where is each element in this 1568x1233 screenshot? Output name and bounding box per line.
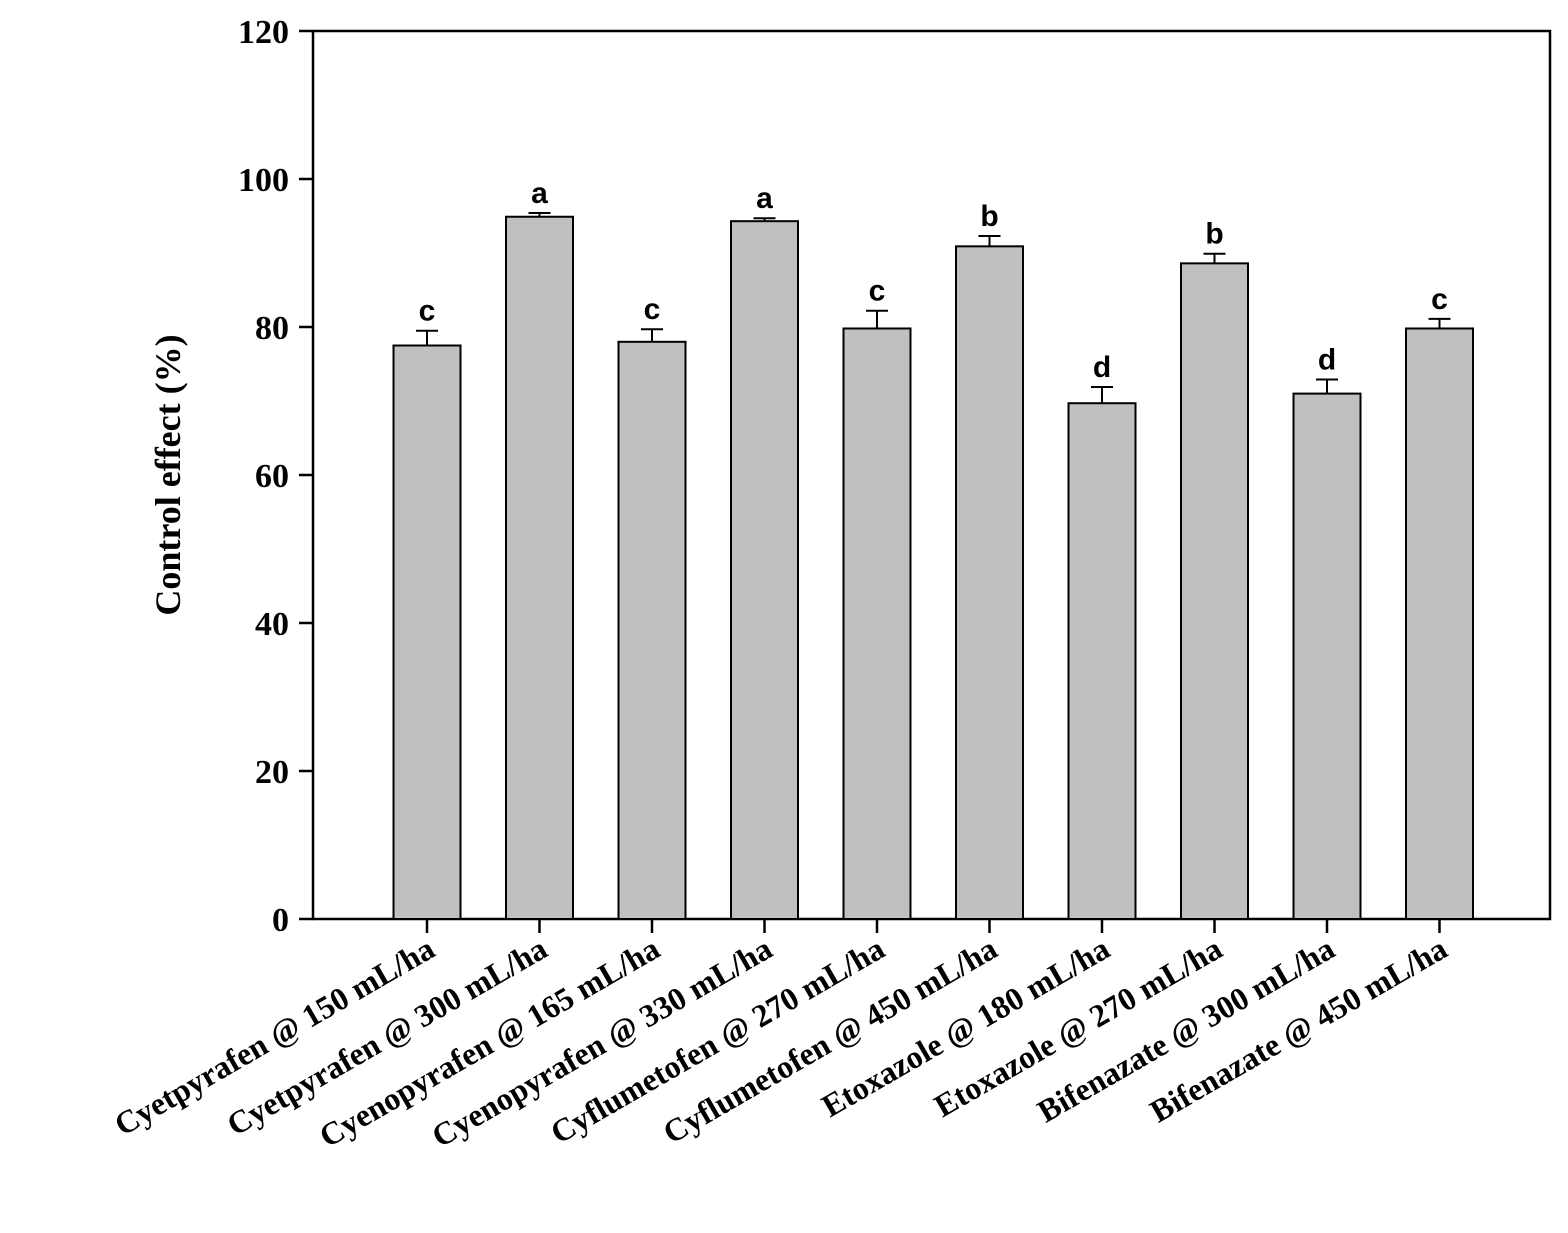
significance-label-6: d <box>1093 351 1111 384</box>
y-tick-label-6: 120 <box>238 14 289 51</box>
significance-label-7: b <box>1205 218 1223 251</box>
y-axis: 0 20 40 60 80 100 120 <box>238 14 313 939</box>
bars: c a c a c b d b d c <box>392 177 1474 921</box>
bar-2 <box>617 340 687 920</box>
y-tick-label-0: 0 <box>272 902 289 939</box>
significance-label-2: c <box>644 293 661 326</box>
bar-0 <box>392 344 462 920</box>
significance-label-3: a <box>756 182 773 215</box>
y-tick-label-5: 100 <box>238 162 289 199</box>
bar-4 <box>842 327 912 921</box>
bar-8 <box>1292 392 1362 921</box>
y-tick-label-1: 20 <box>255 754 289 791</box>
bar-6 <box>1067 402 1137 921</box>
plot-frame <box>311 29 1552 921</box>
significance-label-8: d <box>1318 344 1336 377</box>
y-tick-label-2: 40 <box>255 606 289 643</box>
bar-9 <box>1405 327 1474 921</box>
bar-7 <box>1180 262 1249 920</box>
significance-label-0: c <box>419 295 436 328</box>
bar-1 <box>505 215 574 921</box>
bar-5 <box>955 245 1024 920</box>
y-axis-label: Control effect (%) <box>148 334 188 615</box>
y-tick-label-4: 80 <box>255 310 289 347</box>
significance-label-9: c <box>1431 283 1448 316</box>
y-tick-label-3: 60 <box>255 458 289 495</box>
bar-3 <box>730 220 799 920</box>
significance-label-4: c <box>869 275 886 308</box>
significance-label-1: a <box>531 177 548 210</box>
significance-label-5: b <box>980 200 998 233</box>
